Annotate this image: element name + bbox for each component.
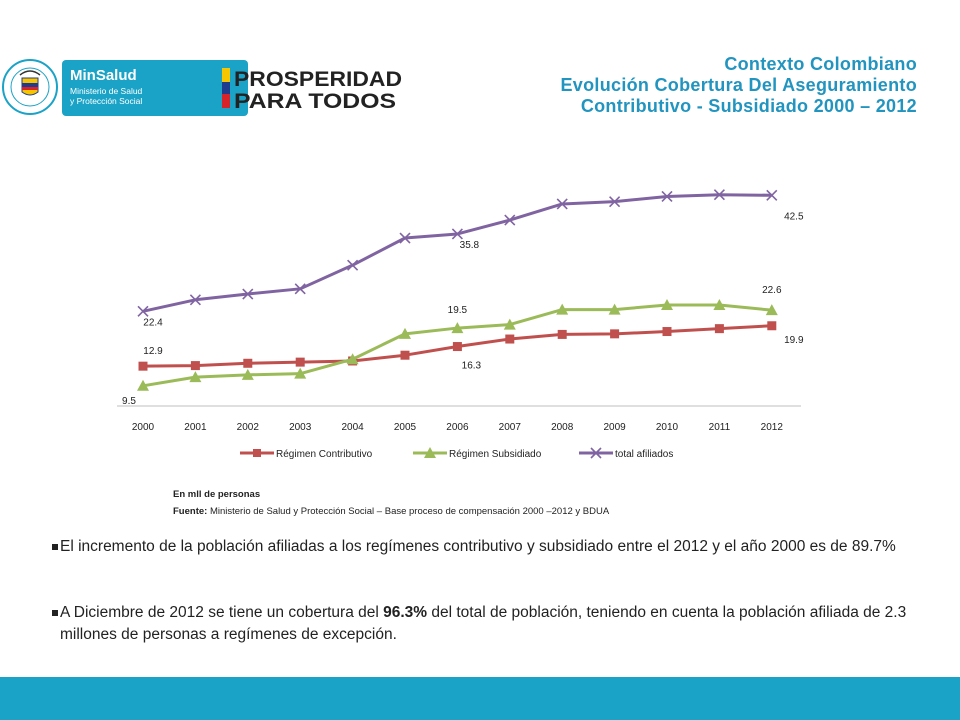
legend-marker-x — [590, 447, 602, 459]
x-tick-label: 2006 — [446, 422, 469, 433]
data-label: 9.5 — [122, 396, 136, 407]
flag-red-stripe — [222, 94, 230, 108]
bullet-1-part-0: El incremento de la población afiliadas … — [60, 538, 896, 555]
data-point-total — [399, 232, 411, 244]
data-point-subsidiado — [241, 368, 254, 380]
data-point-subsidiado — [137, 379, 149, 391]
data-label: 22.4 — [143, 317, 163, 328]
data-point-subsidiado — [608, 303, 621, 315]
data-point-total — [189, 294, 201, 306]
x-tick-label: 2004 — [341, 422, 364, 433]
legend-label: Régimen Contributivo — [276, 449, 373, 460]
data-label: 12.9 — [143, 346, 163, 357]
data-point-contributivo — [400, 350, 410, 360]
legend-marker-triangle — [424, 447, 436, 458]
data-point-total — [347, 259, 359, 271]
minsalud-badge — [62, 60, 248, 116]
data-point-subsidiado — [765, 304, 778, 316]
data-point-subsidiado — [346, 353, 359, 365]
data-point-total — [556, 198, 568, 210]
title-line-2: Evolución Cobertura Del Aseguramiento — [560, 75, 917, 95]
data-point-subsidiado — [189, 371, 202, 383]
data-point-contributivo — [610, 329, 620, 339]
data-point-contributivo — [452, 342, 462, 352]
prosperidad-logo: PROSPERIDAD PARA TODOS — [222, 68, 402, 112]
title-line-1: Contexto Colombiano — [724, 54, 917, 74]
units-note: En mll de personas — [173, 489, 260, 500]
bullet-2-part-2: del total de población, teniendo en cuen… — [60, 604, 907, 643]
data-label: 22.6 — [762, 285, 782, 296]
x-tick-label: 2008 — [551, 422, 574, 433]
x-tick-label: 2011 — [709, 422, 731, 433]
legend-label: Régimen Subsidiado — [449, 449, 542, 460]
data-point-contributivo — [505, 334, 515, 344]
data-point-contributivo — [662, 327, 672, 337]
prosperidad-line2: PARA TODOS — [234, 90, 396, 112]
bullet-1: El incremento de la población afiliadas … — [50, 536, 920, 558]
source-note: Fuente: Ministerio de Salud y Protección… — [173, 506, 609, 517]
data-point-subsidiado — [451, 322, 464, 334]
data-point-total — [294, 283, 306, 295]
data-point-total — [242, 288, 254, 300]
data-point-subsidiado — [294, 367, 307, 379]
footer-bar — [0, 677, 960, 720]
data-point-total — [137, 305, 149, 317]
series-line-x — [142, 193, 772, 313]
data-point-total — [609, 196, 621, 208]
data-label: 16.3 — [462, 361, 482, 372]
bullet-2-text: A Diciembre de 2012 se tiene un cobertur… — [50, 602, 920, 646]
data-point-total — [661, 190, 673, 203]
bullet-1-text: El incremento de la población afiliadas … — [50, 536, 920, 558]
data-point-contributivo — [138, 361, 148, 371]
bullet-2-part-0: A Diciembre de 2012 se tiene un cobertur… — [60, 604, 384, 621]
data-point-subsidiado — [661, 298, 673, 310]
data-label: 19.5 — [448, 305, 468, 316]
minsalud-name: MinSalud — [70, 67, 137, 84]
flag-yellow-stripe — [222, 68, 230, 82]
title-line-3: Contributivo - Subsidiado 2000 – 2012 — [580, 96, 917, 116]
data-point-contributivo — [243, 358, 253, 368]
x-tick-label: 2005 — [394, 422, 417, 433]
x-tick-label: 2002 — [237, 422, 260, 433]
minsalud-sub1: Ministerio de Salud — [70, 86, 143, 96]
data-label: 19.9 — [784, 335, 804, 346]
slide-title: Contexto Colombiano Evolución Cobertura … — [561, 54, 918, 117]
x-tick-label: 2012 — [761, 422, 784, 433]
units-label: En mll de personas — [173, 489, 261, 500]
minsalud-logo: MinSalud Ministerio de Salud y Protecció… — [2, 59, 248, 116]
x-tick-label: 2007 — [499, 422, 522, 433]
data-point-contributivo — [295, 357, 305, 367]
x-tick-label: 2000 — [132, 422, 155, 433]
data-point-contributivo — [190, 361, 200, 371]
data-label: 42.5 — [784, 211, 804, 222]
source-label: Fuente: — [173, 506, 208, 517]
legend-label: total afiliados — [615, 449, 673, 460]
x-tick-label: 2010 — [656, 422, 679, 433]
data-point-subsidiado — [556, 303, 569, 315]
bullet-2: A Diciembre de 2012 se tiene un cobertur… — [50, 602, 920, 646]
data-point-contributivo — [557, 329, 567, 339]
data-point-total — [451, 228, 463, 240]
data-point-subsidiado — [713, 298, 726, 310]
data-point-subsidiado — [399, 327, 411, 339]
bullet-square-icon — [52, 544, 58, 550]
flag-blue-stripe — [222, 82, 230, 94]
prosperidad-line1: PROSPERIDAD — [234, 68, 402, 91]
data-label: 35.8 — [460, 240, 480, 251]
bullet-square-icon — [52, 610, 58, 616]
x-tick-label: 2001 — [184, 422, 207, 433]
data-point-contributivo — [714, 324, 724, 334]
minsalud-sub2: y Protección Social — [70, 96, 142, 106]
x-tick-label: 2009 — [603, 422, 626, 433]
bullet-2-part-1: 96.3% — [383, 604, 428, 621]
source-text: Ministerio de Salud y Protección Social … — [209, 506, 610, 517]
data-point-total — [766, 189, 778, 201]
x-tick-label: 2003 — [289, 422, 312, 433]
data-point-contributivo — [767, 321, 777, 331]
data-point-total — [713, 189, 725, 201]
data-point-total — [504, 214, 516, 226]
legend-marker-square — [253, 449, 261, 457]
data-point-subsidiado — [503, 318, 516, 330]
